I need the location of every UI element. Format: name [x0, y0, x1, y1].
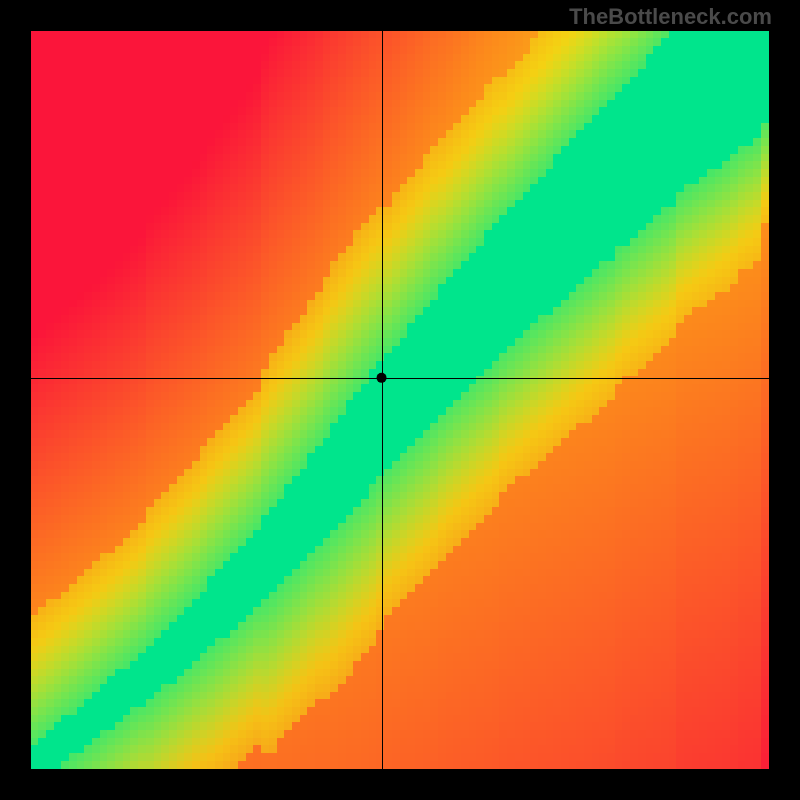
watermark-text: TheBottleneck.com: [569, 4, 772, 30]
bottleneck-heatmap: [31, 31, 769, 769]
